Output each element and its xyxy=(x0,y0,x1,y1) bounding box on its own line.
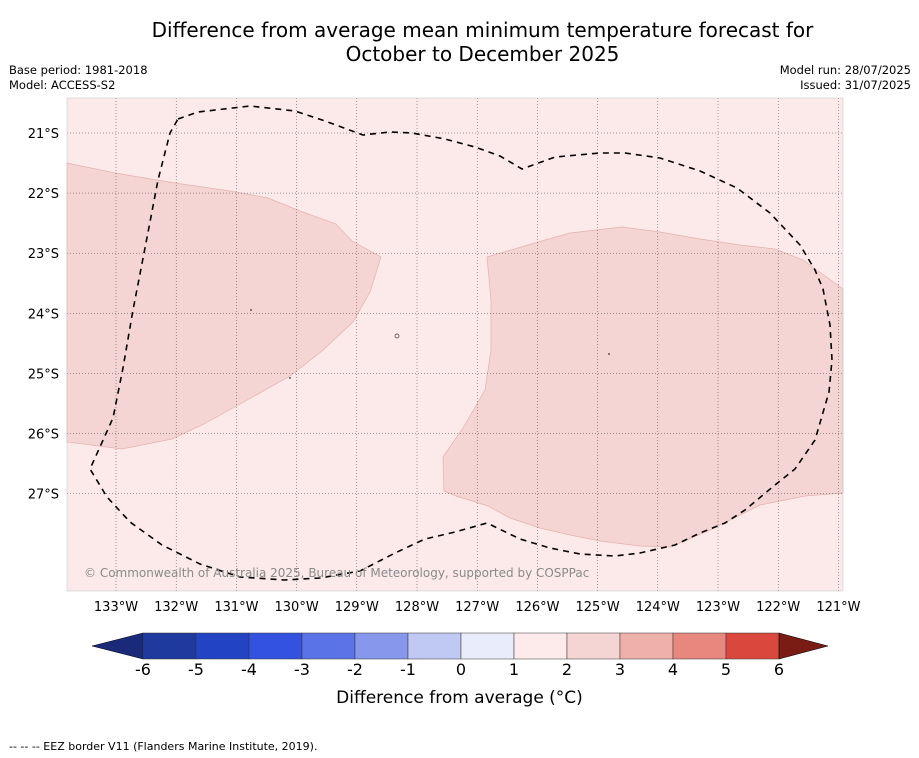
longitude-label: 121°W xyxy=(816,600,860,615)
longitude-label: 129°W xyxy=(335,600,379,615)
longitude-label: 130°W xyxy=(275,600,319,615)
colorbar-under-arrow xyxy=(91,632,144,660)
latitude-label: 25°S xyxy=(28,367,59,382)
eez-border xyxy=(89,105,833,581)
latitude-label: 23°S xyxy=(28,247,59,262)
colorbar-bin xyxy=(460,632,515,660)
colorbar-bin xyxy=(195,632,250,660)
latitude-label: 22°S xyxy=(28,187,59,202)
colorbar-tick-label: -2 xyxy=(347,660,363,679)
issued-date: Issued: 31/07/2025 xyxy=(800,78,911,92)
colorbar-tick-label: 5 xyxy=(720,660,732,679)
colorbar-bin xyxy=(725,632,780,660)
anomaly-region-east xyxy=(442,226,844,548)
latitude-label: 26°S xyxy=(28,428,59,443)
longitude-label: 133°W xyxy=(94,600,138,615)
colorbar-tick-label: 6 xyxy=(773,660,785,679)
model-run: Model run: 28/07/2025 xyxy=(779,63,911,77)
colorbar-tick-label: -3 xyxy=(294,660,310,679)
colorbar-tick-label: -6 xyxy=(135,660,151,679)
title-line-1: Difference from average mean minimum tem… xyxy=(151,18,814,42)
latitude-labels: 21°S 22°S 23°S 24°S 25°S 26°S 27°S xyxy=(28,127,59,503)
model-name: Model: ACCESS-S2 xyxy=(9,78,116,92)
colorbar-bin xyxy=(301,632,356,660)
anomaly-region-west xyxy=(66,162,382,450)
longitude-labels: 133°W 132°W 131°W 130°W 129°W 128°W 127°W 126°W… xyxy=(94,600,861,615)
longitude-label: 125°W xyxy=(576,600,620,615)
colorbar-tick-label: 4 xyxy=(667,660,679,679)
colorbar-bin xyxy=(619,632,674,660)
longitude-label: 123°W xyxy=(696,600,740,615)
island-mark xyxy=(250,309,252,311)
island-mark xyxy=(608,353,610,355)
longitude-gridlines xyxy=(115,98,839,591)
colorbar-bin xyxy=(142,632,197,660)
base-period: Base period: 1981-2018 xyxy=(9,63,148,77)
latitude-gridlines xyxy=(67,132,843,494)
colorbar-bin xyxy=(407,632,462,660)
colorbar-label: Difference from average (°C) xyxy=(336,688,583,708)
colorbar-tick-label: 2 xyxy=(561,660,573,679)
colorbar-bin xyxy=(672,632,727,660)
longitude-label: 131°W xyxy=(214,600,258,615)
copyright-text: © Commonwealth of Australia 2025, Bureau… xyxy=(84,566,589,580)
colorbar-bin xyxy=(354,632,409,660)
meta-right: Model run: 28/07/2025 Issued: 31/07/2025 xyxy=(780,63,911,93)
colorbar-bin xyxy=(248,632,303,660)
colorbar-bin xyxy=(566,632,621,660)
island-mark xyxy=(394,333,400,339)
longitude-label: 122°W xyxy=(756,600,800,615)
colorbar-tick-label: -1 xyxy=(400,660,416,679)
longitude-label: 127°W xyxy=(455,600,499,615)
colorbar xyxy=(91,632,829,660)
longitude-label: 128°W xyxy=(395,600,439,615)
map-title: Difference from average mean minimum tem… xyxy=(0,18,919,66)
colorbar-tick-label: 1 xyxy=(508,660,520,679)
meta-left: Base period: 1981-2018 Model: ACCESS-S2 xyxy=(9,63,148,93)
colorbar-bin xyxy=(513,632,568,660)
colorbar-over-arrow xyxy=(778,632,829,660)
longitude-label: 124°W xyxy=(636,600,680,615)
latitude-label: 24°S xyxy=(28,307,59,322)
eez-legend-note: -- -- -- EEZ border V11 (Flanders Marine… xyxy=(9,740,318,753)
longitude-label: 132°W xyxy=(154,600,198,615)
map-frame xyxy=(66,97,844,592)
colorbar-ticks: -6 -5 -4 -3 -2 -1 0 1 2 3 4 5 6 xyxy=(0,660,919,682)
colorbar-tick-label: 0 xyxy=(455,660,467,679)
title-line-2: October to December 2025 xyxy=(345,42,620,66)
latitude-label: 27°S xyxy=(28,488,59,503)
longitude-label: 126°W xyxy=(515,600,559,615)
latitude-label: 21°S xyxy=(28,127,59,142)
colorbar-tick-label: -5 xyxy=(188,660,204,679)
colorbar-tick-label: 3 xyxy=(614,660,626,679)
colorbar-tick-label: -4 xyxy=(241,660,257,679)
island-mark xyxy=(289,377,291,379)
